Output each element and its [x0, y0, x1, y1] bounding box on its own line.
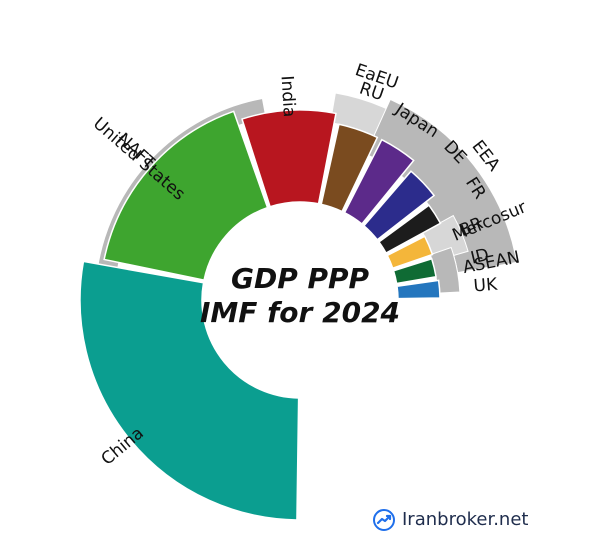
chart-title-line-1: GDP PPP [231, 262, 370, 295]
slice-label-id: ID [469, 245, 491, 269]
center-hole [202, 202, 398, 398]
slice-label-uk: UK [473, 275, 499, 297]
chart-line-icon [373, 509, 395, 531]
chart-title-line-2: IMF for 2024 [200, 296, 400, 329]
brand-text: Iranbroker.net [402, 509, 529, 530]
slice-label-india: India [277, 75, 299, 118]
brand-watermark: Iranbroker.net [372, 508, 528, 532]
